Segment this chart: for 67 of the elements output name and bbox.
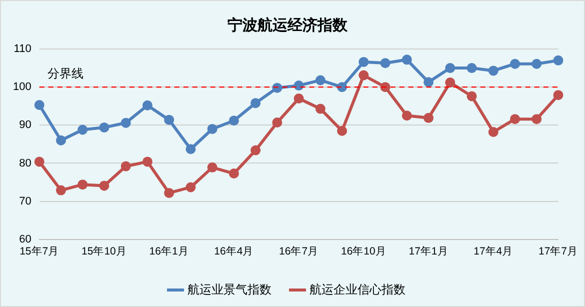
point — [488, 127, 498, 138]
point — [228, 168, 239, 179]
point — [337, 82, 348, 92]
point — [78, 124, 88, 135]
point — [142, 100, 152, 110]
point — [488, 66, 498, 76]
point — [56, 135, 66, 146]
point — [402, 54, 412, 65]
chart-title: 宁波航运经济指数 — [228, 16, 348, 34]
y-tick-label: 70 — [19, 195, 32, 208]
y-tick-label: 80 — [19, 157, 32, 170]
x-tick-label: 17年4月 — [474, 246, 514, 258]
y-tick-label: 60 — [19, 233, 32, 246]
point — [228, 116, 239, 126]
point — [510, 114, 520, 124]
point — [532, 114, 542, 124]
point — [510, 58, 520, 69]
point — [380, 58, 390, 68]
y-tick-label: 100 — [12, 81, 32, 94]
x-tick-label: 15年10月 — [82, 246, 127, 258]
x-tick-label: 15年7月 — [20, 246, 60, 258]
point — [142, 156, 152, 167]
point — [164, 188, 174, 198]
point — [294, 80, 304, 91]
point — [358, 70, 369, 80]
point — [466, 91, 477, 102]
x-tick-label: 16年10月 — [340, 246, 386, 258]
point — [553, 55, 564, 66]
x-tick-label: 16年7月 — [279, 246, 319, 258]
x-tick-label: 16年4月 — [214, 246, 254, 258]
x-tick-label: 17年7月 — [538, 246, 578, 258]
point — [250, 98, 261, 108]
point — [186, 182, 196, 192]
ref-line-label: 分界线 — [47, 66, 84, 80]
point — [424, 112, 434, 123]
point — [99, 180, 110, 191]
point — [78, 180, 88, 190]
point — [250, 145, 261, 156]
point — [315, 75, 326, 86]
point — [553, 90, 564, 100]
legend-label: 航运业景气指数 — [188, 282, 272, 296]
point — [315, 104, 326, 114]
y-tick-label: 110 — [14, 43, 32, 56]
point — [337, 126, 348, 136]
point — [164, 114, 174, 125]
point — [445, 63, 456, 74]
point — [34, 100, 44, 110]
point — [272, 117, 282, 128]
point — [34, 156, 44, 167]
point — [120, 118, 131, 128]
point — [532, 58, 542, 69]
point — [207, 162, 218, 172]
point — [186, 144, 196, 154]
x-tick-label: 16年1月 — [149, 246, 189, 258]
point — [294, 94, 304, 104]
point — [99, 122, 110, 132]
point — [445, 78, 456, 88]
point — [466, 63, 477, 74]
x-tick-label: 17年1月 — [408, 246, 448, 258]
point — [56, 185, 66, 196]
point — [358, 56, 369, 67]
y-tick-label: 90 — [19, 119, 32, 132]
point — [120, 161, 131, 172]
point — [207, 124, 218, 134]
point — [424, 77, 434, 88]
point — [402, 110, 412, 121]
legend-label: 航运企业信心指数 — [310, 282, 406, 296]
